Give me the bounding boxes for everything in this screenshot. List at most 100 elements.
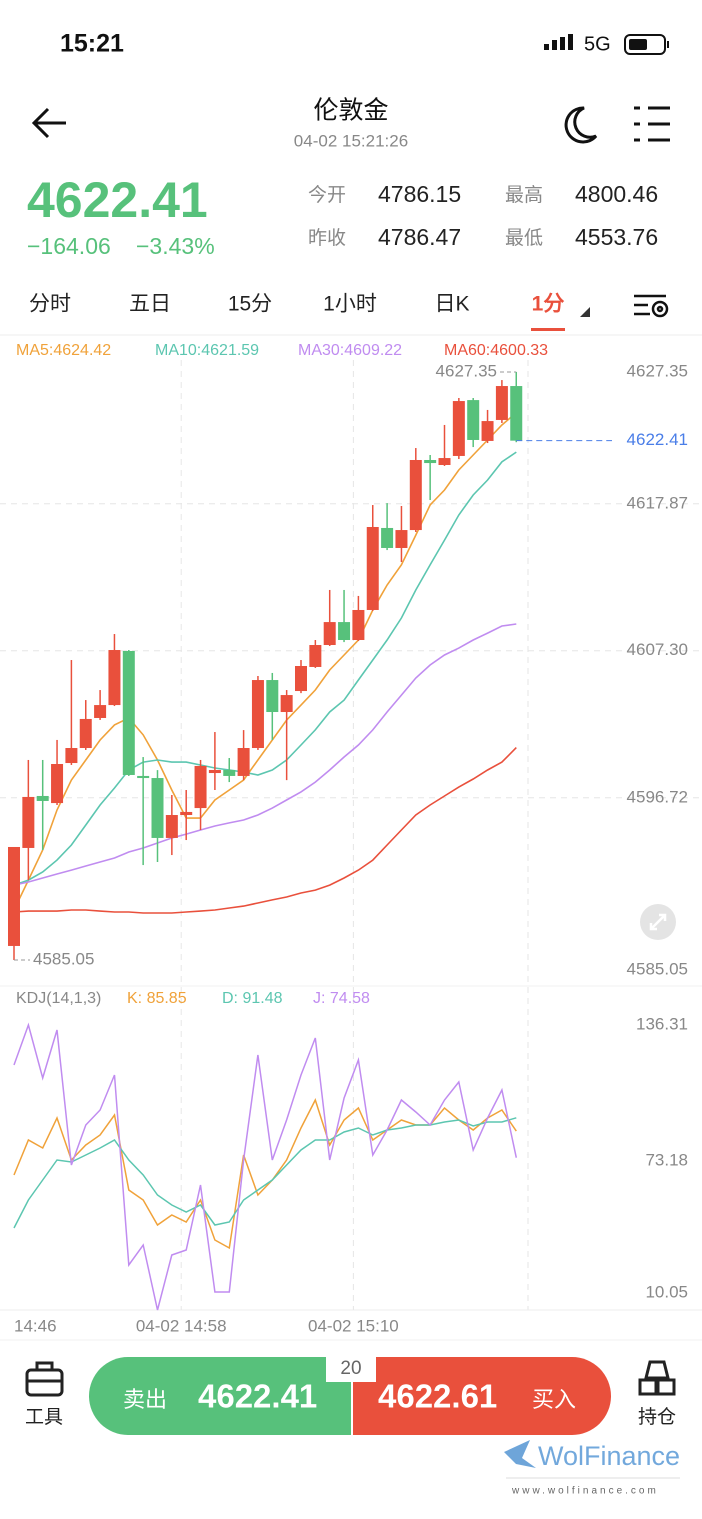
candle-body xyxy=(452,401,465,456)
tab[interactable]: 日K xyxy=(434,293,469,316)
watermark-brand: WolFinance xyxy=(538,1441,680,1471)
candle-body xyxy=(208,769,221,774)
change: −164.06 xyxy=(27,233,111,259)
candle-body xyxy=(223,769,236,776)
signal-icon xyxy=(544,34,573,50)
status-time: 15:21 xyxy=(60,30,124,58)
dropdown-arrow xyxy=(580,307,590,317)
sell-label[interactable]: 卖出 xyxy=(123,1387,167,1412)
legend-entry: MA30:4609.22 xyxy=(298,342,402,359)
stat-label: 最高 xyxy=(505,184,543,206)
candle-body xyxy=(108,650,121,706)
candle-body xyxy=(79,718,92,749)
candle-body xyxy=(180,811,193,816)
y-tick-label: 4596.72 xyxy=(627,787,688,806)
candle-body xyxy=(395,530,408,548)
back-button[interactable] xyxy=(31,107,66,139)
candle-body xyxy=(51,764,64,804)
candle-body xyxy=(94,705,107,718)
buy-price[interactable]: 4622.61 xyxy=(378,1378,497,1415)
buy-label[interactable]: 买入 xyxy=(532,1387,576,1412)
indicator-title: KDJ(14,1,3) xyxy=(16,990,101,1007)
tab[interactable]: 分时 xyxy=(29,293,71,316)
candle-body xyxy=(467,400,480,440)
sell-button[interactable] xyxy=(89,1357,352,1435)
ma-line xyxy=(13,747,517,914)
stat-label: 今开 xyxy=(308,184,346,206)
x-tick-label: 14:46 xyxy=(14,1316,57,1335)
watermark-logo xyxy=(504,1440,536,1468)
tab[interactable]: 1小时 xyxy=(323,293,377,316)
min-label: 4585.05 xyxy=(33,949,94,968)
candle-body xyxy=(65,748,78,764)
candle-body xyxy=(266,680,279,713)
price: 4622.41 xyxy=(27,172,208,228)
candle-body xyxy=(424,459,437,464)
candle-body xyxy=(237,748,250,776)
sell-price[interactable]: 4622.41 xyxy=(198,1378,317,1415)
spread: 20 xyxy=(340,1358,361,1379)
candle-body xyxy=(151,778,164,838)
candle-body xyxy=(122,650,135,775)
stat-label: 昨收 xyxy=(308,227,346,249)
candle-body xyxy=(438,458,451,465)
candle-body xyxy=(409,459,422,531)
candle-body xyxy=(495,386,508,420)
legend-entry: J: 74.58 xyxy=(313,990,370,1007)
night-mode[interactable] xyxy=(564,106,598,144)
candle-body xyxy=(251,680,264,749)
candle-body xyxy=(8,846,20,946)
candle-body xyxy=(280,695,293,713)
tab-underline xyxy=(531,328,565,331)
y-tick-label: 136.31 xyxy=(636,1014,688,1033)
kdj-line xyxy=(13,1022,518,1311)
x-tick-label: 04-02 14:58 xyxy=(136,1316,227,1335)
candle-body xyxy=(36,795,49,801)
kdj-line xyxy=(13,1117,517,1229)
legend-entry: MA60:4600.33 xyxy=(444,342,548,359)
stat-value: 4786.15 xyxy=(378,181,461,207)
buy-button[interactable] xyxy=(352,1357,611,1435)
candle-body xyxy=(366,526,379,610)
positions-label[interactable]: 持仓 xyxy=(638,1406,676,1428)
legend-entry: MA5:4624.42 xyxy=(16,342,111,359)
stat-label: 最低 xyxy=(505,227,543,249)
y-tick-label: 4585.05 xyxy=(627,959,688,978)
last-price-label: 4622.41 xyxy=(627,430,688,449)
candle-body xyxy=(323,622,336,646)
tab[interactable]: 1分 xyxy=(532,293,565,316)
battery-icon xyxy=(624,34,669,55)
menu-button[interactable] xyxy=(634,106,670,142)
y-tick-label: 73.18 xyxy=(645,1150,688,1169)
title: 伦敦金 xyxy=(313,97,388,125)
positions-icon[interactable] xyxy=(638,1360,676,1396)
y-tick-label: 4607.30 xyxy=(627,640,688,659)
spread-badge xyxy=(326,1355,376,1382)
change-pct: −3.43% xyxy=(136,233,215,259)
max-label: 4627.35 xyxy=(436,361,497,380)
datetime: 04-02 15:21:26 xyxy=(294,131,408,150)
candle-body xyxy=(481,421,494,441)
tools-icon[interactable] xyxy=(25,1361,64,1397)
tools-label[interactable]: 工具 xyxy=(25,1407,63,1428)
candle-body xyxy=(194,765,207,809)
legend-entry: K: 85.85 xyxy=(127,990,187,1007)
ma-line xyxy=(13,623,517,886)
candle-body xyxy=(22,796,35,848)
tab[interactable]: 五日 xyxy=(129,293,171,316)
tab[interactable]: 15分 xyxy=(228,293,272,316)
x-tick-label: 04-02 15:10 xyxy=(308,1316,399,1335)
legend-entry: D: 91.48 xyxy=(222,990,283,1007)
y-tick-label: 4627.35 xyxy=(627,361,688,380)
expand-button[interactable] xyxy=(640,904,676,940)
y-tick-label: 10.05 xyxy=(645,1282,688,1301)
chart-settings[interactable] xyxy=(634,294,669,318)
candle-body xyxy=(295,666,307,692)
stat-value: 4553.76 xyxy=(575,224,658,250)
legend-entry: MA10:4621.59 xyxy=(155,342,259,359)
candle-body xyxy=(165,815,178,838)
candle-body xyxy=(352,609,365,641)
stat-value: 4786.47 xyxy=(378,224,461,250)
watermark-url: www.wolfinance.com xyxy=(511,1486,659,1497)
